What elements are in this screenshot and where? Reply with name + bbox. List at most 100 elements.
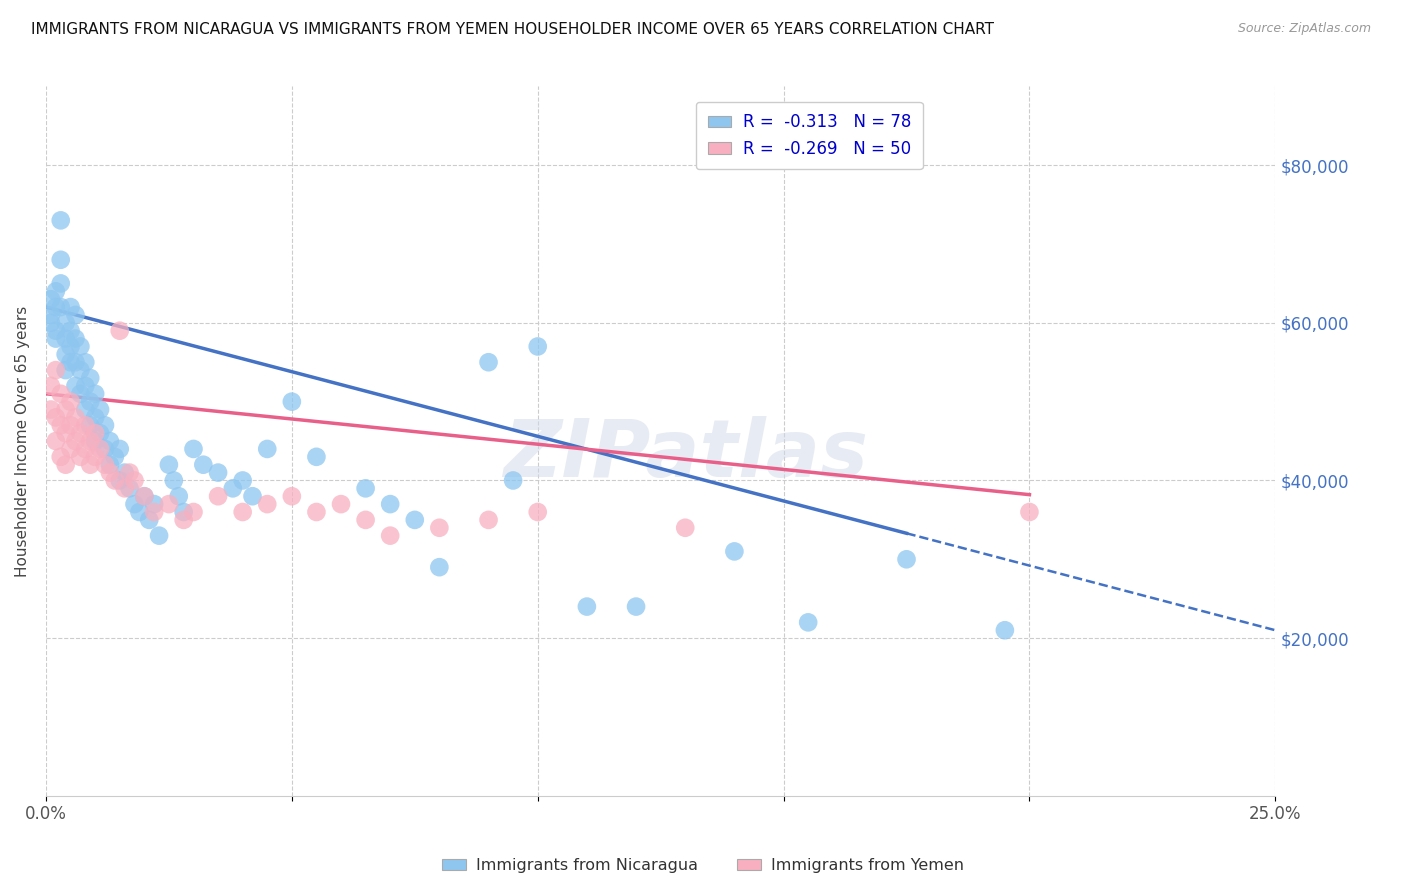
Point: [39, 316, 62, 330]
Point: [75, 402, 97, 417]
Point: [49, 252, 72, 267]
Point: [104, 450, 127, 464]
Point: [45, 285, 67, 299]
Point: [59, 324, 82, 338]
Point: [55, 347, 77, 361]
Point: [330, 497, 353, 511]
Point: [723, 544, 745, 558]
Point: [305, 450, 328, 464]
Point: [59, 442, 82, 456]
Point: [84, 426, 107, 441]
Point: [49, 213, 72, 227]
Point: [193, 458, 215, 472]
Point: [84, 410, 107, 425]
Point: [114, 466, 136, 480]
Legend: R =  -0.313   N = 78, R =  -0.269   N = 50: R = -0.313 N = 78, R = -0.269 N = 50: [696, 102, 922, 169]
Point: [222, 481, 245, 495]
Point: [477, 355, 499, 369]
Point: [98, 458, 121, 472]
Point: [69, 386, 91, 401]
Point: [39, 292, 62, 306]
Point: [84, 386, 107, 401]
Point: [124, 474, 146, 488]
Point: [65, 355, 87, 369]
Point: [114, 481, 136, 495]
Point: [84, 434, 107, 448]
Y-axis label: Householder Income Over 65 years: Householder Income Over 65 years: [15, 305, 30, 577]
Point: [98, 434, 121, 448]
Point: [256, 442, 278, 456]
Point: [673, 521, 696, 535]
Point: [232, 505, 254, 519]
Point: [232, 474, 254, 488]
Point: [75, 379, 97, 393]
Point: [575, 599, 598, 614]
Point: [305, 505, 328, 519]
Legend: Immigrants from Nicaragua, Immigrants from Yemen: Immigrants from Nicaragua, Immigrants fr…: [436, 852, 970, 880]
Point: [108, 324, 131, 338]
Text: Source: ZipAtlas.com: Source: ZipAtlas.com: [1237, 22, 1371, 36]
Point: [65, 379, 87, 393]
Point: [49, 277, 72, 291]
Point: [49, 300, 72, 314]
Point: [59, 394, 82, 409]
Point: [281, 489, 304, 503]
Point: [39, 308, 62, 322]
Point: [55, 316, 77, 330]
Point: [79, 418, 101, 433]
Text: IMMIGRANTS FROM NICARAGUA VS IMMIGRANTS FROM YEMEN HOUSEHOLDER INCOME OVER 65 YE: IMMIGRANTS FROM NICARAGUA VS IMMIGRANTS …: [31, 22, 994, 37]
Point: [65, 332, 87, 346]
Point: [45, 324, 67, 338]
Point: [59, 339, 82, 353]
Point: [380, 528, 402, 542]
Point: [65, 434, 87, 448]
Point: [69, 426, 91, 441]
Point: [427, 521, 450, 535]
Point: [55, 363, 77, 377]
Point: [427, 560, 450, 574]
Point: [502, 474, 524, 488]
Point: [134, 489, 156, 503]
Point: [118, 481, 141, 495]
Point: [94, 458, 117, 472]
Point: [45, 434, 67, 448]
Point: [75, 442, 97, 456]
Point: [69, 363, 91, 377]
Point: [526, 505, 548, 519]
Point: [65, 410, 87, 425]
Point: [1018, 505, 1040, 519]
Point: [354, 513, 377, 527]
Point: [380, 497, 402, 511]
Point: [124, 497, 146, 511]
Point: [108, 474, 131, 488]
Point: [55, 458, 77, 472]
Point: [49, 450, 72, 464]
Point: [79, 434, 101, 448]
Point: [39, 379, 62, 393]
Point: [49, 418, 72, 433]
Point: [143, 505, 166, 519]
Point: [404, 513, 426, 527]
Point: [104, 474, 127, 488]
Point: [89, 442, 111, 456]
Point: [143, 497, 166, 511]
Point: [79, 394, 101, 409]
Point: [281, 394, 304, 409]
Point: [45, 332, 67, 346]
Point: [173, 513, 195, 527]
Point: [477, 513, 499, 527]
Point: [242, 489, 264, 503]
Point: [79, 458, 101, 472]
Point: [55, 332, 77, 346]
Point: [207, 466, 229, 480]
Point: [45, 300, 67, 314]
Point: [173, 505, 195, 519]
Point: [49, 386, 72, 401]
Point: [55, 402, 77, 417]
Point: [45, 410, 67, 425]
Point: [128, 505, 150, 519]
Point: [55, 426, 77, 441]
Point: [157, 458, 180, 472]
Point: [98, 466, 121, 480]
Point: [157, 497, 180, 511]
